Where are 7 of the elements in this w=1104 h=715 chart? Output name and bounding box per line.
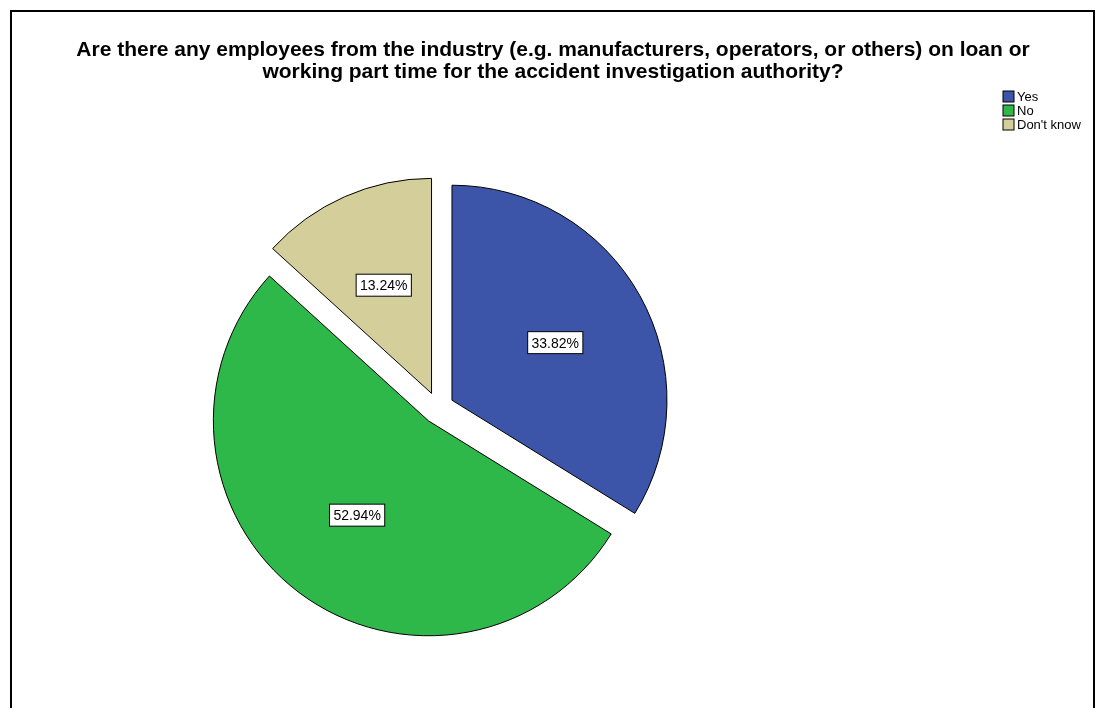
legend-label: Don't know bbox=[1017, 117, 1082, 132]
data-label: 13.24% bbox=[360, 277, 408, 294]
data-label: 33.82% bbox=[531, 334, 580, 351]
legend-label: Yes bbox=[1017, 89, 1039, 104]
legend-label: No bbox=[1017, 103, 1034, 118]
data-label: 52.94% bbox=[333, 507, 381, 524]
chart-title: Are there any employees from the industry (e.g. manufacturers, operators, or others) on loan or working part time for the accident investigation authority? bbox=[76, 37, 1030, 82]
